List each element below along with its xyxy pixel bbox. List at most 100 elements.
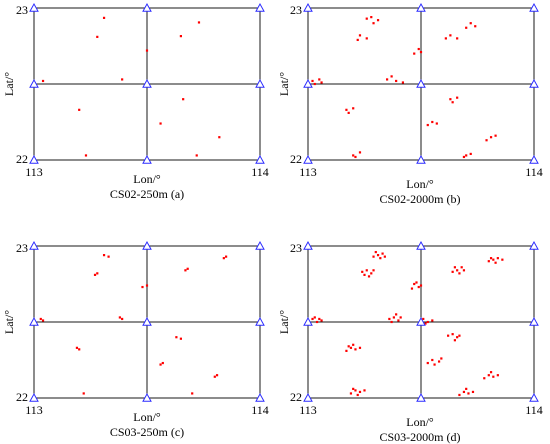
panel-d-point bbox=[453, 339, 456, 342]
panel-b-vertex-marker bbox=[416, 78, 426, 88]
panel-c-vertex-marker bbox=[142, 392, 152, 402]
panel-d-point bbox=[318, 317, 321, 321]
panel-b-point bbox=[390, 75, 393, 78]
panel-d-point bbox=[372, 255, 375, 258]
panel-d-point bbox=[345, 349, 348, 352]
panel-b-point bbox=[465, 26, 468, 29]
panel-a-point bbox=[182, 98, 185, 101]
panel-a-xtick-113: 113 bbox=[25, 165, 43, 179]
panel-d-point bbox=[372, 269, 375, 272]
panel-c-point bbox=[222, 257, 225, 260]
panel-c-vertex-marker bbox=[142, 240, 152, 250]
panel-d-point bbox=[426, 361, 429, 365]
panel-b-ytick-23: 23 bbox=[290, 3, 302, 17]
panel-d-point bbox=[367, 275, 371, 278]
panel-b-vertex-marker bbox=[529, 2, 539, 12]
panel-d-point bbox=[352, 343, 355, 346]
panel-b-point bbox=[417, 47, 420, 51]
panel-c-point bbox=[225, 255, 228, 258]
panel-d-point bbox=[356, 393, 359, 397]
panel-c-point bbox=[186, 267, 189, 270]
panel-b-point bbox=[435, 122, 438, 125]
panel-b-point bbox=[401, 81, 405, 84]
panel-c-point bbox=[145, 284, 149, 287]
panel-a-point bbox=[179, 35, 182, 38]
panel-c-point bbox=[96, 272, 99, 275]
panel-b-point bbox=[365, 17, 368, 20]
panel-b-marks bbox=[303, 2, 539, 164]
panel-d-point bbox=[501, 258, 504, 261]
panel-b-point bbox=[456, 37, 459, 40]
panel-d-point bbox=[487, 374, 490, 377]
panel-c-vertex-marker bbox=[29, 392, 39, 402]
panel-d-point bbox=[431, 319, 434, 322]
panel-a-vertex-marker bbox=[29, 2, 39, 12]
panel-d-point bbox=[489, 257, 493, 260]
panel-d-point bbox=[489, 371, 493, 374]
panel-b-point bbox=[449, 34, 452, 37]
panel-a-vertex-marker bbox=[255, 78, 265, 88]
panel-c-xlabel: Lon/° bbox=[133, 410, 161, 424]
panel-d-point bbox=[363, 389, 366, 392]
panel-b-ytick-22: 22 bbox=[290, 152, 302, 166]
panel-a-point bbox=[84, 154, 88, 157]
panel-d-point bbox=[462, 269, 466, 272]
panel-b-point bbox=[431, 120, 434, 124]
panel-d-point bbox=[399, 316, 402, 319]
panel-b-point bbox=[358, 151, 362, 154]
panel-c-xtick-114: 114 bbox=[251, 403, 269, 417]
panel-d-point bbox=[388, 317, 391, 321]
panel-b: 23 22 113 114 Lat/° Lon/° CS02-2000m (b) bbox=[277, 2, 543, 206]
panel-a-point bbox=[78, 108, 81, 111]
panel-c-point bbox=[93, 273, 97, 276]
panel-d-point bbox=[313, 316, 316, 319]
panel-d-point bbox=[496, 257, 499, 260]
panel-c-point bbox=[191, 392, 194, 395]
panel-d-vertex-marker bbox=[303, 240, 313, 250]
panel-d-point bbox=[458, 334, 461, 337]
panel-d-marks bbox=[303, 240, 539, 402]
panel-b-point bbox=[358, 34, 362, 37]
panel-d-point bbox=[496, 374, 499, 377]
panel-c-vertex-marker bbox=[255, 316, 265, 326]
panel-c-point bbox=[78, 348, 81, 351]
panel-b-point bbox=[345, 108, 348, 111]
panel-d-point bbox=[431, 358, 434, 362]
panel-a-xlabel: Lon/° bbox=[133, 172, 161, 186]
panel-d-point bbox=[413, 282, 416, 286]
panel-b-point bbox=[352, 154, 355, 157]
panel-b-point bbox=[426, 123, 429, 127]
panel-d-vertex-marker bbox=[529, 240, 539, 250]
panel-d-vertex-marker bbox=[303, 316, 313, 326]
panel-d-vertex-marker bbox=[416, 392, 426, 402]
panel-b-point bbox=[469, 152, 472, 156]
panel-c-point bbox=[82, 392, 85, 395]
panel-b-point bbox=[356, 38, 359, 42]
panel-d-point bbox=[447, 334, 450, 337]
panel-d: 23 22 113 114 Lat/° Lon/° CS03-2000m (d) bbox=[277, 240, 543, 444]
panel-d-point bbox=[492, 375, 495, 378]
panel-c-point bbox=[175, 336, 178, 339]
panel-d-point bbox=[451, 333, 454, 336]
panel-d-ytick-23: 23 bbox=[290, 241, 302, 255]
panel-a-point bbox=[197, 21, 201, 24]
panel-d-point bbox=[383, 255, 386, 258]
panel-d-point bbox=[349, 392, 353, 395]
panel-b-point bbox=[489, 136, 493, 139]
panel-d-point bbox=[422, 317, 425, 321]
panel-b-point bbox=[347, 111, 350, 114]
panel-b-point bbox=[318, 78, 321, 81]
panel-d-vertex-marker bbox=[416, 240, 426, 250]
panel-d-point bbox=[465, 387, 468, 390]
panel-d-point bbox=[426, 320, 429, 324]
panel-d-point bbox=[487, 260, 490, 263]
panel-c-xtick-113: 113 bbox=[25, 403, 43, 417]
panel-d-vertex-marker bbox=[416, 316, 426, 326]
panel-d-point bbox=[361, 270, 364, 273]
panel-b-point bbox=[320, 81, 323, 84]
panel-a: 23 22 113 114 Lat/° Lon/° CS02-250m (a) bbox=[2, 2, 269, 201]
panel-b-point bbox=[413, 52, 416, 55]
panel-d-xtick-114: 114 bbox=[525, 403, 543, 417]
panel-c-ytick-22: 22 bbox=[16, 390, 28, 404]
panel-a-point bbox=[102, 16, 106, 19]
